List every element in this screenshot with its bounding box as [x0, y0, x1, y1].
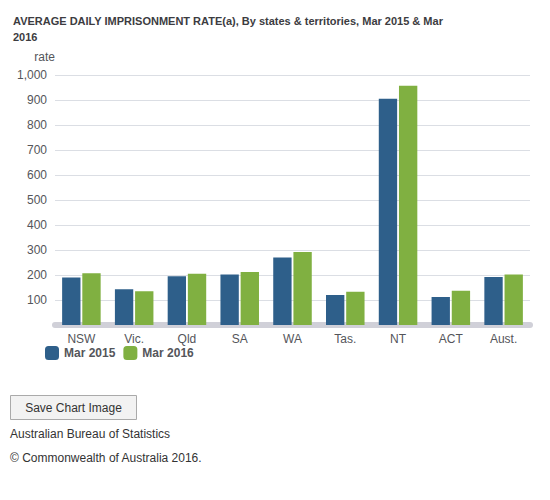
svg-text:800: 800 [27, 118, 47, 132]
svg-text:NT: NT [390, 332, 407, 346]
svg-text:ACT: ACT [439, 332, 464, 346]
svg-text:900: 900 [27, 93, 47, 107]
svg-text:Mar 2015: Mar 2015 [64, 346, 116, 360]
svg-text:Tas.: Tas. [334, 332, 356, 346]
svg-text:300: 300 [27, 243, 47, 257]
svg-text:WA: WA [283, 332, 302, 346]
svg-text:rate: rate [34, 50, 55, 64]
svg-text:400: 400 [27, 218, 47, 232]
svg-text:SA: SA [232, 332, 248, 346]
svg-text:200: 200 [27, 268, 47, 282]
svg-text:1,000: 1,000 [17, 68, 47, 82]
svg-text:Vic.: Vic. [124, 332, 144, 346]
svg-text:Mar 2016: Mar 2016 [142, 346, 194, 360]
svg-text:Save Chart Image: Save Chart Image [25, 401, 122, 415]
svg-text:700: 700 [27, 143, 47, 157]
svg-text:Australian Bureau of Statistic: Australian Bureau of Statistics [10, 427, 170, 441]
svg-text:NSW: NSW [67, 332, 96, 346]
svg-text:100: 100 [27, 293, 47, 307]
svg-text:600: 600 [27, 168, 47, 182]
svg-text:© Commonwealth of Australia 20: © Commonwealth of Australia 2016. [10, 451, 202, 465]
svg-text:500: 500 [27, 193, 47, 207]
svg-text:2016: 2016 [13, 31, 37, 43]
svg-text:Aust.: Aust. [490, 332, 517, 346]
svg-text:Qld: Qld [178, 332, 197, 346]
svg-text:AVERAGE DAILY IMPRISONMENT RAT: AVERAGE DAILY IMPRISONMENT RATE(a), By s… [13, 15, 444, 27]
